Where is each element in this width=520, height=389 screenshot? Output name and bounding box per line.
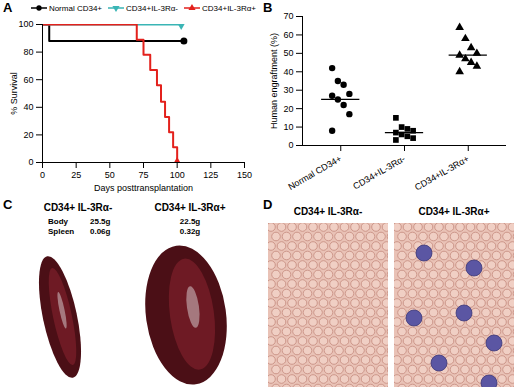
- svg-text:0: 0: [28, 157, 33, 167]
- svg-text:Normal CD34+: Normal CD34+: [286, 154, 343, 193]
- html-text:CD34+IL-3Rα-: CD34+IL-3Rα-: [126, 3, 178, 13]
- svg-text:150: 150: [237, 170, 252, 180]
- svg-text:25: 25: [71, 170, 81, 180]
- svg-text:0: 0: [288, 140, 293, 150]
- svg-text:CD34+ IL-3Rα-: CD34+ IL-3Rα-: [44, 202, 113, 213]
- svg-text:Days posttransplantation: Days posttransplantation: [94, 183, 193, 193]
- svg-text:CD34+IL-3Rα-: CD34+IL-3Rα-: [351, 154, 407, 192]
- svg-text:60: 60: [23, 75, 33, 85]
- svg-text:CD34+ IL-3Rα-: CD34+ IL-3Rα-: [294, 206, 363, 217]
- svg-text:80: 80: [23, 47, 33, 57]
- html-text:D: D: [263, 197, 273, 212]
- html-text:A: A: [3, 0, 13, 15]
- svg-text:125: 125: [203, 170, 218, 180]
- svg-text:20: 20: [283, 104, 293, 114]
- svg-text:Human engraftment (%): Human engraftment (%): [269, 33, 279, 129]
- svg-text:CD34+ IL-3Rα+: CD34+ IL-3Rα+: [418, 206, 489, 217]
- html-text:CD34+IL-3Rα+: CD34+IL-3Rα+: [202, 3, 256, 13]
- svg-text:0.32g: 0.32g: [180, 227, 201, 236]
- svg-text:100: 100: [18, 19, 33, 29]
- svg-text:50: 50: [105, 170, 115, 180]
- html-text:B: B: [263, 0, 273, 15]
- svg-text:40: 40: [283, 67, 293, 77]
- svg-text:50: 50: [283, 48, 293, 58]
- svg-text:70: 70: [283, 11, 293, 21]
- svg-text:% Survival: % Survival: [9, 72, 19, 115]
- svg-text:0.06g: 0.06g: [90, 227, 111, 236]
- svg-text:75: 75: [138, 170, 148, 180]
- svg-text:Body: Body: [48, 217, 69, 226]
- svg-text:100: 100: [170, 170, 185, 180]
- svg-text:22.5g: 22.5g: [180, 217, 201, 226]
- svg-text:0: 0: [40, 170, 45, 180]
- svg-text:10: 10: [283, 122, 293, 132]
- svg-text:CD34+IL-3Rα+: CD34+IL-3Rα+: [413, 154, 471, 193]
- html-text:C: C: [3, 197, 13, 212]
- svg-text:20: 20: [23, 130, 33, 140]
- svg-text:60: 60: [283, 30, 293, 40]
- svg-text:40: 40: [23, 102, 33, 112]
- svg-text:25.5g: 25.5g: [90, 217, 111, 226]
- svg-text:Spleen: Spleen: [48, 227, 74, 236]
- html-text:Normal CD34+: Normal CD34+: [48, 3, 102, 13]
- svg-text:30: 30: [283, 85, 293, 95]
- svg-text:CD34+ IL-3Rα+: CD34+ IL-3Rα+: [154, 202, 225, 213]
